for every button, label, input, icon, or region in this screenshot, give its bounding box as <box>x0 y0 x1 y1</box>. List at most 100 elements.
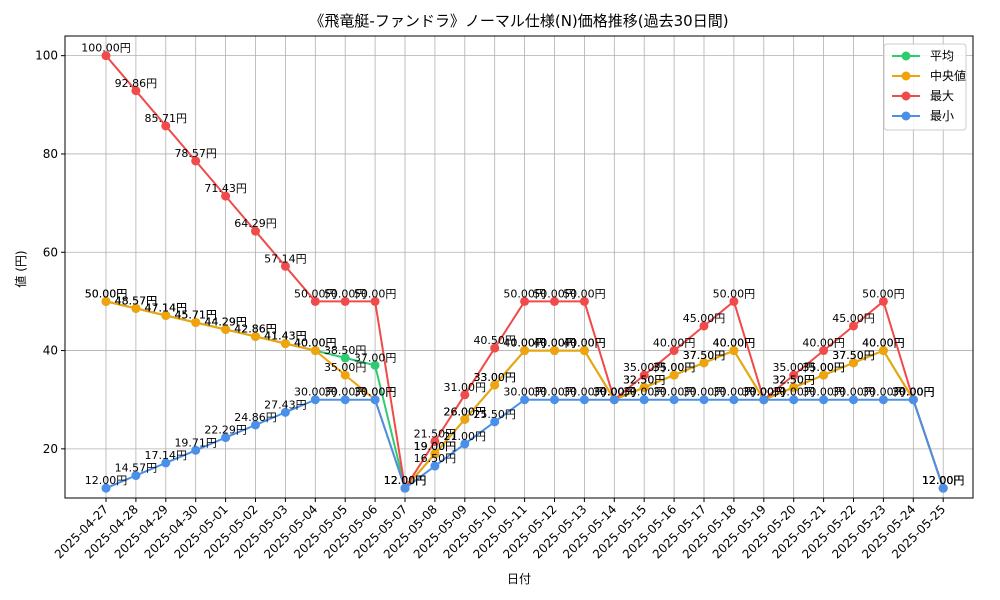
data-label: 30.00円 <box>743 386 786 399</box>
data-label: 19.71円 <box>174 436 217 449</box>
data-point <box>370 360 380 370</box>
data-labels: 50.00円48.57円47.14円45.71円44.29円42.86円41.4… <box>81 42 964 488</box>
data-point <box>520 346 530 356</box>
data-label: 41.43円 <box>264 330 307 343</box>
data-label: 38.50円 <box>324 344 367 357</box>
data-point <box>669 346 679 356</box>
data-label: 12.00円 <box>85 474 128 487</box>
data-point <box>251 420 260 430</box>
data-label: 40.00円 <box>862 337 905 350</box>
legend-label: 中央値 <box>930 68 966 83</box>
data-label: 30.00円 <box>892 386 935 399</box>
data-label: 30.00円 <box>743 386 786 399</box>
data-point <box>609 395 619 405</box>
data-label: 19.00円 <box>414 440 457 453</box>
data-point <box>550 346 559 356</box>
data-label: 37.50円 <box>832 349 875 362</box>
data-point <box>938 483 948 493</box>
data-label: 48.57円 <box>115 294 158 307</box>
data-label: 37.50円 <box>832 349 875 362</box>
data-label: 30.00円 <box>593 386 636 399</box>
data-label: 78.57円 <box>174 147 217 160</box>
data-point <box>639 370 649 380</box>
data-point <box>191 317 201 327</box>
data-label: 30.00円 <box>892 386 935 399</box>
data-point <box>161 121 171 131</box>
data-point <box>221 324 231 334</box>
data-label: 47.14円 <box>145 301 188 314</box>
legend-marker <box>901 111 911 121</box>
data-label: 30.00円 <box>533 386 576 399</box>
data-point <box>849 321 858 331</box>
data-label: 50.00円 <box>563 287 606 300</box>
data-point <box>340 296 350 306</box>
data-label: 50.00円 <box>354 287 397 300</box>
data-point <box>789 395 799 405</box>
data-label: 12.00円 <box>384 474 427 487</box>
data-point <box>251 331 260 341</box>
legend-label: 最大 <box>930 89 954 103</box>
y-tick-label: 100 <box>35 49 58 63</box>
data-point <box>310 395 320 405</box>
data-point <box>699 395 709 405</box>
data-label: 37.00円 <box>354 351 397 364</box>
data-label: 45.71円 <box>174 308 217 321</box>
data-point <box>191 156 201 166</box>
data-label: 40.00円 <box>503 337 546 350</box>
data-label: 30.00円 <box>563 386 606 399</box>
data-label: 30.00円 <box>892 386 935 399</box>
data-label: 30.00円 <box>593 386 636 399</box>
data-point <box>520 296 530 306</box>
data-label: 85.71円 <box>145 112 188 125</box>
data-point <box>878 395 888 405</box>
data-label: 12.00円 <box>384 474 427 487</box>
y-tick-label: 40 <box>43 344 58 358</box>
data-point <box>669 395 679 405</box>
data-label: 35.00円 <box>802 361 845 374</box>
data-label: 42.86円 <box>234 322 277 335</box>
data-label: 40.00円 <box>294 337 337 350</box>
legend-label: 平均 <box>930 49 954 63</box>
data-label: 50.00円 <box>862 287 905 300</box>
data-point <box>849 358 858 368</box>
data-label: 30.00円 <box>593 386 636 399</box>
data-point <box>460 439 470 449</box>
data-label: 30.00円 <box>772 386 815 399</box>
legend-marker <box>901 71 911 81</box>
data-point <box>430 461 440 471</box>
data-label: 50.00円 <box>533 287 576 300</box>
data-label: 57.14円 <box>264 252 307 265</box>
data-label: 22.29円 <box>204 424 247 437</box>
legend-label: 最小 <box>930 109 954 123</box>
data-point <box>310 346 320 356</box>
data-label: 26.00円 <box>444 405 487 418</box>
data-label: 12.00円 <box>922 474 965 487</box>
data-label: 12.00円 <box>922 474 965 487</box>
data-point <box>729 346 739 356</box>
data-label: 92.86円 <box>115 77 158 90</box>
data-label: 45.00円 <box>683 312 726 325</box>
plot-frame <box>64 35 974 499</box>
data-point <box>819 346 829 356</box>
data-label: 30.00円 <box>683 386 726 399</box>
data-label: 50.00円 <box>503 287 546 300</box>
data-point <box>759 395 769 405</box>
data-label: 40.00円 <box>563 337 606 350</box>
data-label: 35.00円 <box>772 361 815 374</box>
data-label: 37.50円 <box>683 349 726 362</box>
x-axis-title: 日付 <box>507 572 531 586</box>
data-point <box>729 395 739 405</box>
data-label: 40.00円 <box>713 337 756 350</box>
y-tick-label: 60 <box>43 245 58 259</box>
data-point <box>878 346 888 356</box>
data-point <box>579 395 589 405</box>
y-tick-label: 20 <box>43 442 58 456</box>
data-point <box>101 51 111 61</box>
data-label: 30.00円 <box>802 386 845 399</box>
data-point <box>370 395 380 405</box>
data-point <box>490 417 500 427</box>
data-point <box>639 382 649 392</box>
data-point <box>221 191 231 201</box>
data-point <box>280 407 290 417</box>
